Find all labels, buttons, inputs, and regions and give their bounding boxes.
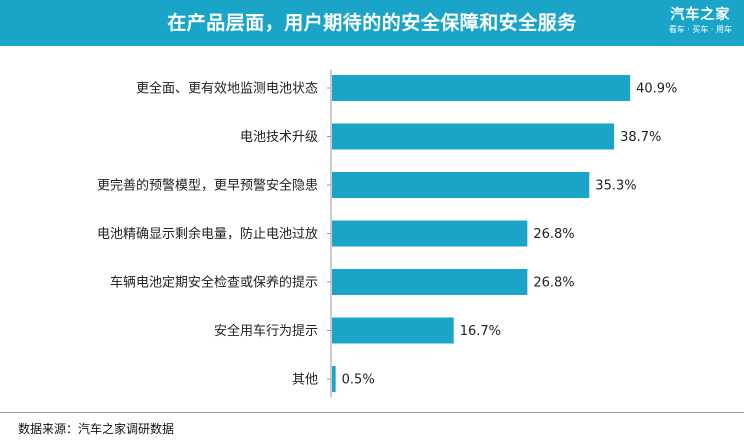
logo-tagline: 看车 · 买车 · 用车	[668, 25, 732, 34]
category-label: 车辆电池定期安全检查或保养的提示	[110, 275, 318, 291]
bar	[332, 366, 336, 392]
brand-logo: 汽车之家 看车 · 买车 · 用车	[669, 6, 732, 36]
bar	[332, 123, 615, 150]
data-label: 40.9%	[636, 82, 677, 97]
data-label: 0.5%	[342, 373, 375, 388]
footer-divider	[0, 412, 744, 413]
bar	[332, 269, 528, 295]
data-label: 26.8%	[533, 276, 574, 291]
bar-chart: 更全面、更有效地监测电池状态 40.9% 电池技术升级 38.7% 更完善的预警模型，更…	[97, 69, 677, 398]
logo-name: 汽车之家	[670, 7, 731, 23]
category-label: 更全面、更有效地监测电池状态	[136, 81, 318, 97]
bar	[332, 317, 454, 344]
bar	[332, 172, 590, 198]
data-label: 26.8%	[533, 227, 574, 242]
header-bar: 在产品层面，用户期待的的安全保障和安全服务 汽车之家 看车 · 买车 · 用车	[0, 0, 744, 46]
bar	[332, 75, 631, 101]
category-label: 更完善的预警模型，更早预警安全隐患	[97, 178, 318, 194]
data-source-note: 数据来源：汽车之家调研数据	[18, 422, 175, 436]
chart-title: 在产品层面，用户期待的的安全保障和安全服务	[167, 12, 577, 34]
data-label: 38.7%	[620, 130, 661, 145]
data-label: 16.7%	[460, 324, 501, 339]
category-label: 电池精确显示剩余电量，防止电池过放	[97, 226, 318, 242]
category-label: 安全用车行为提示	[214, 323, 318, 339]
category-label: 其他	[292, 373, 318, 388]
data-label: 35.3%	[595, 179, 636, 194]
category-label: 电池技术升级	[240, 130, 318, 145]
bar	[332, 220, 528, 247]
